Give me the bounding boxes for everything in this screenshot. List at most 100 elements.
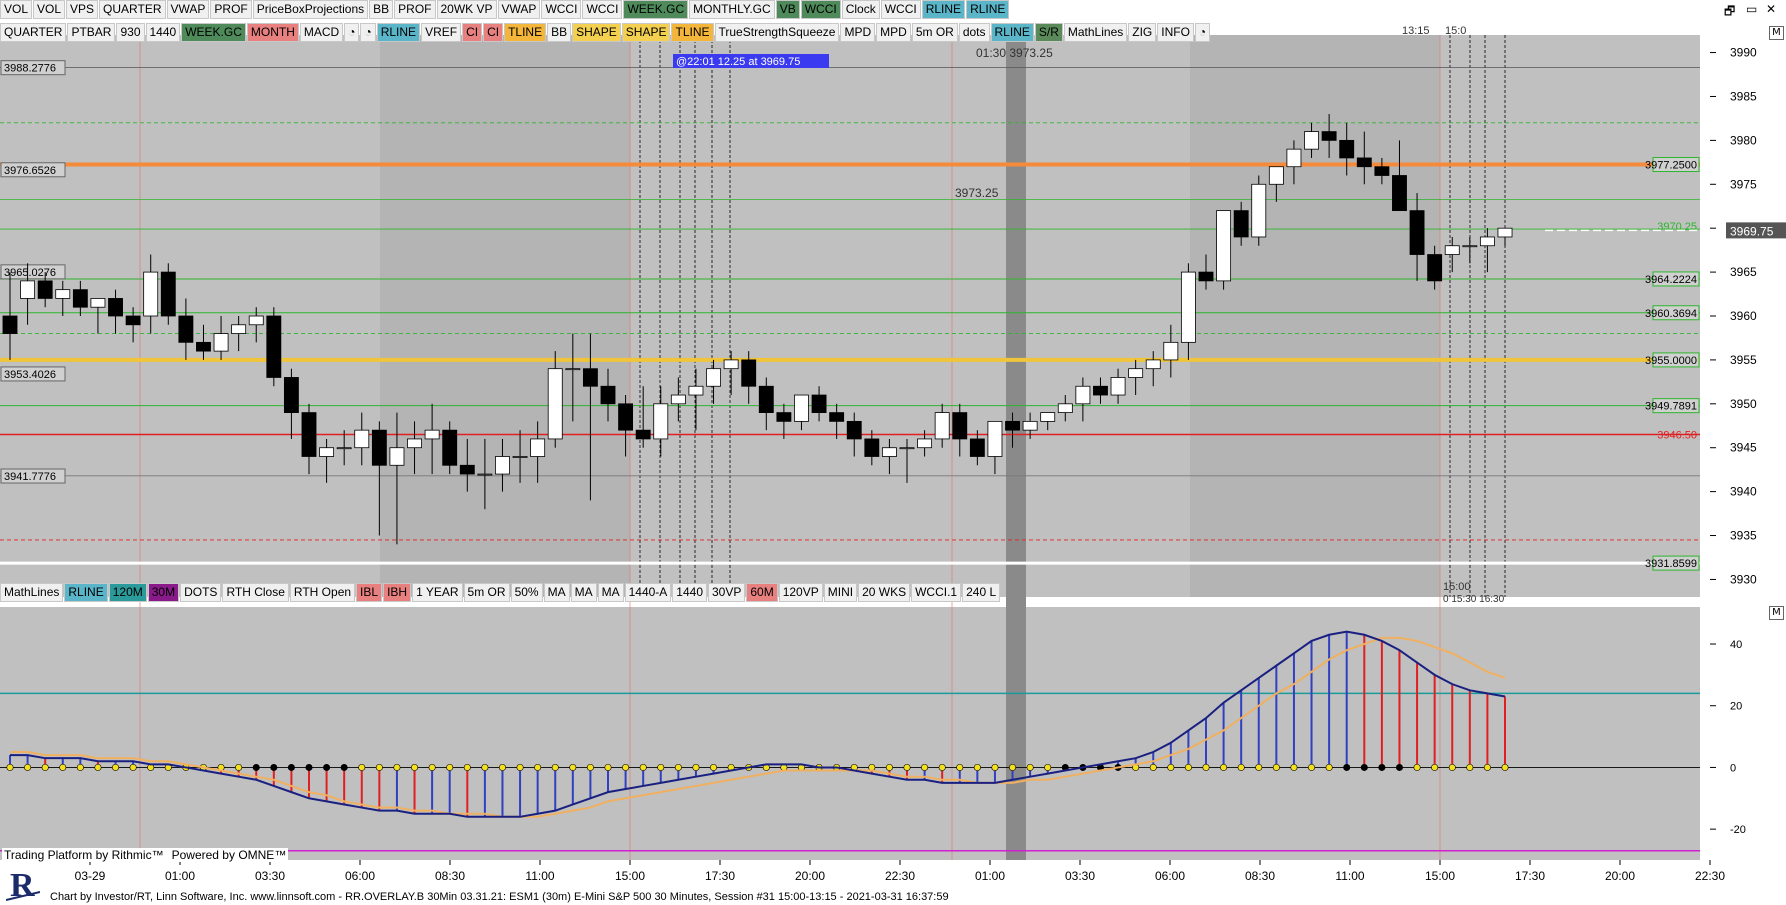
level-label-box-7 [1652, 555, 1700, 571]
toolbar3-button-23[interactable]: 240 L [962, 583, 1001, 602]
macd-dot [1202, 763, 1210, 771]
toolbar1-button-4[interactable]: VWAP [166, 0, 210, 19]
toolbar2-button-8[interactable]: ◔ [360, 23, 376, 42]
toolbar1-button-18[interactable]: WCCI [880, 0, 921, 19]
close-window-icon[interactable]: ✕ [1766, 2, 1777, 16]
toolbar1-button-19[interactable]: RLINE [921, 0, 966, 19]
toolbar2-button-3[interactable]: 1440 [145, 23, 181, 42]
macd-dot [692, 763, 700, 771]
y-tick-label: 3975 [1730, 177, 1757, 191]
toolbar2-button-7[interactable]: ◔ [344, 23, 360, 42]
toolbar3-button-3[interactable]: 30M [147, 583, 180, 602]
toolbar1-button-20[interactable]: RLINE [966, 0, 1010, 19]
toolbar1-button-17[interactable]: Clock [841, 0, 880, 19]
candle-body [424, 429, 440, 440]
toolbar3-button-19[interactable]: 120VP [778, 583, 823, 602]
candle-body [934, 412, 950, 440]
toolbar1-button-7[interactable]: BB [369, 0, 394, 19]
toolbar3-button-10[interactable]: 5m OR [463, 583, 510, 602]
toolbar2-button-6[interactable]: MACD [299, 23, 344, 42]
candle-body [1479, 236, 1495, 247]
toolbar1-button-15[interactable]: VB [775, 0, 800, 19]
toolbar2-button-25[interactable]: MathLines [1063, 23, 1128, 42]
toolbar2-button-23[interactable]: RLINE [990, 23, 1034, 42]
toolbar2-button-2[interactable]: 930 [116, 23, 145, 42]
toolbar3-button-1[interactable]: RLINE [64, 583, 108, 602]
toolbar2-button-22[interactable]: dots [958, 23, 990, 42]
toolbar3-button-0[interactable]: MathLines [0, 583, 64, 602]
toolbar2-button-9[interactable]: RLINE [376, 23, 421, 42]
toolbar3-button-22[interactable]: WCCI.1 [911, 583, 962, 602]
toolbar2-button-13[interactable]: TLINE [504, 23, 547, 42]
toolbar1-button-9[interactable]: 20WK VP [436, 0, 497, 19]
toolbar3-button-5[interactable]: RTH Close [222, 583, 289, 602]
toolbar2-button-12[interactable]: CI [483, 23, 504, 42]
toolbar3-button-18[interactable]: 60M [746, 583, 778, 602]
candle-body [794, 394, 809, 422]
toolbar1-button-3[interactable]: QUARTER [99, 0, 166, 19]
candle-body [635, 429, 651, 440]
toolbar3-button-2[interactable]: 120M [108, 583, 147, 602]
toolbar2-button-28[interactable]: ◔ [1194, 23, 1211, 42]
restore-window-icon[interactable]: 🗗 [1724, 4, 1736, 18]
toolbar2-button-24[interactable]: S/R [1034, 23, 1063, 42]
toolbar1-button-16[interactable]: WCCI [800, 0, 841, 19]
highlight-bar [1006, 35, 1026, 860]
indicator-panel-menu-button[interactable]: M [1769, 606, 1784, 620]
toolbar3-button-9[interactable]: 1 YEAR [412, 583, 463, 602]
toolbar3-button-8[interactable]: IBH [383, 583, 412, 602]
toolbar1-button-11[interactable]: WCCI [541, 0, 582, 19]
toolbar2-button-11[interactable]: CI [462, 23, 483, 42]
candle-body [319, 447, 335, 457]
toolbar3-button-21[interactable]: 20 WKS [858, 583, 911, 602]
toolbar3-button-4[interactable]: DOTS [180, 583, 222, 602]
toolbar2-button-14[interactable]: BB [547, 23, 572, 42]
toolbar2-button-15[interactable]: SHAPE [572, 23, 621, 42]
indicator-toolbar-lower: MathLines RLINE 120M 30M DOTS RTH Close RTH Op… [0, 583, 1001, 602]
toolbar2-button-17[interactable]: TLINE [671, 23, 714, 42]
toolbar3-button-12[interactable]: MA [543, 583, 570, 602]
macd-dot [1395, 763, 1403, 771]
toolbar2-button-0[interactable]: QUARTER [0, 23, 67, 42]
toolbar1-button-14[interactable]: MONTHLY.GC [689, 0, 775, 19]
candle-body [1233, 210, 1249, 238]
price-panel-menu-button[interactable]: M [1769, 26, 1784, 40]
macd-dot [235, 763, 243, 771]
toolbar1-button-0[interactable]: VOL [0, 0, 33, 19]
candle-body [811, 394, 827, 413]
toolbar1-button-8[interactable]: PROF [394, 0, 436, 19]
toolbar2-button-5[interactable]: MONTH [246, 23, 299, 42]
toolbar2-button-20[interactable]: MPD [876, 23, 911, 42]
minimize-window-icon[interactable]: ▭ [1746, 2, 1758, 16]
toolbar2-button-19[interactable]: MPD [840, 23, 876, 42]
toolbar1-button-10[interactable]: VWAP [497, 0, 541, 19]
level-label-5: 3949.7891 [1645, 401, 1697, 413]
candle-body [1392, 175, 1407, 212]
toolbar3-button-7[interactable]: IBL [356, 583, 383, 602]
toolbar2-button-18[interactable]: TrueStrengthSqueeze [714, 23, 840, 42]
toolbar2-button-21[interactable]: 5m OR [911, 23, 958, 42]
toolbar1-button-1[interactable]: VOL [33, 0, 66, 19]
toolbar2-button-27[interactable]: INFO [1157, 23, 1194, 42]
toolbar2-button-26[interactable]: ZIG [1128, 23, 1157, 42]
macd-dot [112, 763, 120, 771]
toolbar2-button-1[interactable]: PTBAR [67, 23, 116, 42]
toolbar3-button-16[interactable]: 1440 [672, 583, 707, 602]
toolbar3-button-17[interactable]: 30VP [708, 583, 746, 602]
toolbar1-button-6[interactable]: PriceBoxProjections [252, 0, 369, 19]
toolbar1-button-5[interactable]: PROF [210, 0, 252, 19]
toolbar1-button-13[interactable]: WEEK.GC [623, 0, 689, 19]
toolbar3-button-14[interactable]: MA [597, 583, 624, 602]
toolbar1-button-12[interactable]: WCCI [582, 0, 623, 19]
toolbar2-button-4[interactable]: WEEK.GC [181, 23, 246, 42]
toolbar3-button-20[interactable]: MINI [823, 583, 858, 602]
macd-dot [252, 763, 260, 771]
toolbar1-button-2[interactable]: VPS [66, 0, 99, 19]
toolbar3-button-6[interactable]: RTH Open [289, 583, 356, 602]
macd-dot [1448, 763, 1456, 771]
toolbar3-button-15[interactable]: 1440-A [624, 583, 672, 602]
toolbar2-button-16[interactable]: SHAPE [621, 23, 671, 42]
toolbar2-button-10[interactable]: VREF [421, 23, 462, 42]
toolbar3-button-11[interactable]: 50% [510, 583, 543, 602]
toolbar3-button-13[interactable]: MA [570, 583, 597, 602]
